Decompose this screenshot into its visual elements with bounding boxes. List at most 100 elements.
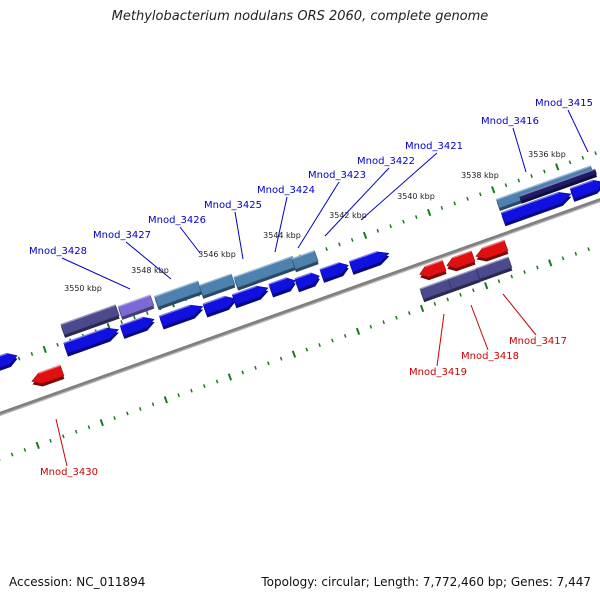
tick-mark: [472, 288, 475, 293]
feature-highlight: [475, 256, 509, 270]
feature-highlight: [496, 165, 591, 201]
tick-label: 3550 kbp: [64, 284, 102, 293]
forward-cds-arrow: [159, 304, 204, 330]
forward-cds-arrow: [231, 285, 269, 309]
tick-label: 3548 kbp: [131, 266, 169, 275]
reverse-cds-arrow: [31, 364, 65, 387]
feature-highlight: [268, 277, 287, 285]
tick-mark: [350, 237, 354, 242]
tick-mark: [484, 282, 489, 290]
tick-mark: [362, 231, 368, 239]
tick-mark: [10, 452, 14, 457]
tick-mark: [561, 256, 565, 261]
tick-mark: [536, 265, 539, 270]
leader-line: [567, 109, 589, 153]
tick-mark: [510, 274, 514, 279]
tick-mark: [279, 356, 283, 361]
feature-highlight: [291, 250, 315, 260]
leader-line: [436, 313, 445, 367]
reverse-cds-arrow: [475, 239, 509, 262]
cog-box: [154, 280, 203, 310]
leader-line: [274, 196, 288, 253]
tick-mark: [331, 338, 334, 343]
leader-line: [179, 226, 201, 254]
feature-highlight: [424, 259, 443, 268]
leader-line: [55, 418, 68, 467]
tick-mark: [74, 429, 78, 434]
tick-mark: [30, 352, 34, 356]
tick-label: 3546 kbp: [198, 250, 236, 259]
feature-highlight: [349, 251, 377, 263]
tick-mark: [291, 350, 297, 358]
cog-box: [291, 250, 319, 273]
feature-highlight: [119, 316, 144, 327]
backbone-line: [0, 198, 600, 416]
cog-box: [519, 168, 598, 204]
tick-label: 3540 kbp: [397, 192, 435, 201]
leader-line: [512, 127, 527, 173]
cog-box: [475, 256, 513, 282]
tick-mark: [17, 356, 21, 361]
tick-mark: [594, 151, 597, 156]
tick-mark: [407, 311, 411, 316]
tick-mark: [62, 434, 65, 439]
feature-highlight: [0, 352, 8, 357]
label-group: 3536 kbp 3538 kbp 3540 kbp 3542 kbp 3544 kbp…: [29, 98, 593, 478]
tick-mark: [325, 247, 328, 251]
gene-label-forward: Mnod_3424: [257, 185, 315, 196]
tick-mark: [99, 418, 104, 427]
tick-mark: [504, 183, 508, 188]
tick-mark: [402, 219, 405, 224]
forward-cds-arrow: [119, 316, 155, 339]
tick-mark: [568, 160, 572, 165]
feature-highlight: [294, 272, 312, 280]
tick-label: 3538 kbp: [461, 171, 499, 180]
feature-highlight: [154, 280, 199, 298]
forward-cds-arrow: [348, 251, 390, 275]
gene-label-reverse: Mnod_3417: [509, 336, 567, 347]
tick-mark: [56, 342, 59, 347]
gene-label-forward: Mnod_3415: [535, 98, 593, 109]
tick-mark: [376, 228, 380, 233]
tick-mark: [163, 396, 168, 404]
tick-mark: [440, 206, 444, 210]
tick-mark: [389, 224, 392, 229]
feature-highlight: [233, 255, 293, 278]
feature-highlight: [38, 364, 61, 374]
feature-highlight: [319, 262, 340, 271]
gene-label-forward: Mnod_3425: [204, 200, 262, 211]
gene-label-forward: Mnod_3426: [148, 215, 206, 226]
cog-box: [447, 268, 481, 293]
forward-cds-arrow: [202, 295, 236, 318]
tick-mark: [145, 310, 149, 315]
tick-mark: [35, 441, 40, 450]
feature-highlight: [202, 295, 226, 305]
leader-line: [324, 167, 390, 237]
tick-label: 3536 kbp: [528, 150, 566, 159]
cog-box: [198, 273, 236, 299]
tick-mark: [202, 384, 206, 389]
forward-cds-arrow: [63, 327, 120, 357]
feature-highlight: [117, 294, 151, 308]
tick-mark: [254, 365, 257, 370]
tick-mark: [459, 292, 462, 297]
tick-mark: [581, 155, 585, 160]
tick-mark: [453, 201, 457, 206]
tick-mark: [466, 196, 469, 201]
tick-mark: [241, 370, 245, 375]
leader-line-group: [55, 109, 589, 467]
gene-label-forward: Mnod_3422: [357, 156, 415, 167]
gene-label-reverse: Mnod_3419: [409, 367, 467, 378]
feature-highlight: [419, 278, 449, 290]
tick-mark: [530, 174, 533, 178]
tick-mark: [267, 361, 270, 366]
leader-line: [125, 241, 172, 280]
feature-highlight: [159, 304, 191, 317]
tick-mark: [543, 169, 546, 174]
tick-mark: [120, 320, 123, 324]
tick-mark: [190, 388, 193, 393]
feature-highlight: [519, 168, 596, 197]
gene-label-forward: Mnod_3416: [481, 116, 539, 127]
